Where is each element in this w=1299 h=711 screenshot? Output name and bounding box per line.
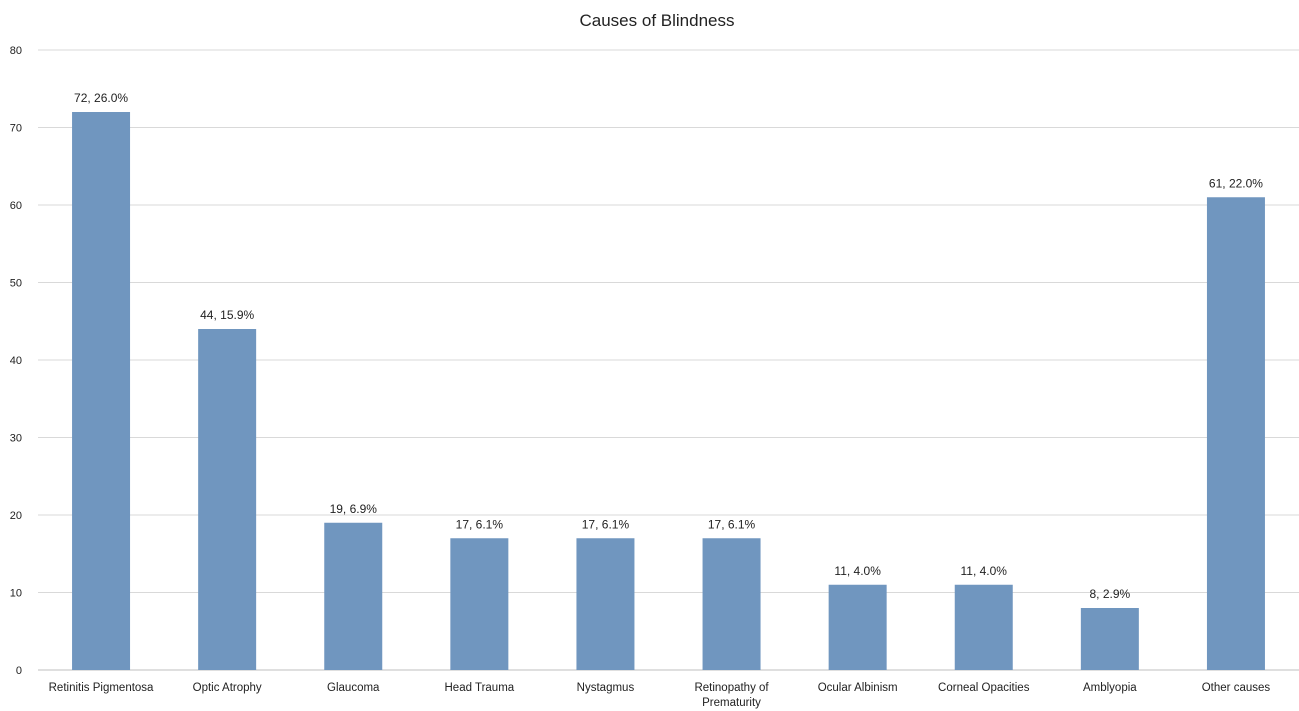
x-tick-label: Other causes bbox=[1202, 682, 1271, 694]
data-label: 17, 6.1% bbox=[582, 517, 630, 531]
y-axis-ticks: 0 10 20 30 40 50 60 70 80 bbox=[10, 45, 22, 677]
x-tick-label: Retinitis Pigmentosa bbox=[49, 682, 154, 694]
y-tick-label: 10 bbox=[10, 588, 22, 600]
bar bbox=[702, 538, 761, 670]
y-tick-label: 0 bbox=[16, 665, 22, 677]
x-tick-label: Head Trauma bbox=[445, 682, 515, 694]
x-tick-label: Ocular Albinism bbox=[818, 682, 898, 694]
data-label: 8, 2.9% bbox=[1089, 587, 1130, 601]
y-tick-label: 60 bbox=[10, 200, 22, 212]
data-label: 72, 26.0% bbox=[74, 91, 128, 105]
y-tick-label: 80 bbox=[10, 45, 22, 57]
data-label: 17, 6.1% bbox=[456, 517, 504, 531]
bar bbox=[72, 112, 131, 670]
x-tick-label: Nystagmus bbox=[577, 682, 635, 694]
bar bbox=[450, 538, 509, 670]
data-label: 61, 22.0% bbox=[1209, 176, 1263, 190]
chart-title: Causes of Blindness bbox=[580, 11, 735, 30]
x-tick-label: Amblyopia bbox=[1083, 682, 1137, 694]
bar bbox=[198, 329, 257, 670]
bar bbox=[1080, 608, 1139, 670]
data-label: 11, 4.0% bbox=[961, 564, 1008, 578]
bar bbox=[576, 538, 635, 670]
y-tick-label: 70 bbox=[10, 123, 22, 135]
x-axis-categories: Retinitis Pigmentosa Optic Atrophy Glaucom… bbox=[49, 682, 1271, 709]
bar bbox=[324, 522, 383, 670]
y-tick-label: 50 bbox=[10, 278, 22, 290]
bars bbox=[72, 112, 1265, 670]
x-tick-label: Corneal Opacities bbox=[938, 682, 1030, 694]
x-tick-label: Retinopathy of Prematurity bbox=[694, 682, 769, 709]
y-tick-label: 20 bbox=[10, 510, 22, 522]
x-tick-label: Glaucoma bbox=[327, 682, 380, 694]
y-tick-label: 30 bbox=[10, 433, 22, 445]
bar bbox=[1206, 197, 1265, 670]
x-tick-label: Optic Atrophy bbox=[193, 682, 262, 694]
bar bbox=[954, 584, 1013, 670]
bar bbox=[828, 584, 887, 670]
data-label: 11, 4.0% bbox=[834, 564, 881, 578]
data-labels: 72, 26.0% 44, 15.9% 19, 6.9% 17, 6.1% 17, 6.… bbox=[74, 91, 1263, 601]
data-label: 44, 15.9% bbox=[200, 308, 254, 322]
y-tick-label: 40 bbox=[10, 355, 22, 367]
data-label: 17, 6.1% bbox=[708, 517, 756, 531]
data-label: 19, 6.9% bbox=[330, 502, 378, 516]
